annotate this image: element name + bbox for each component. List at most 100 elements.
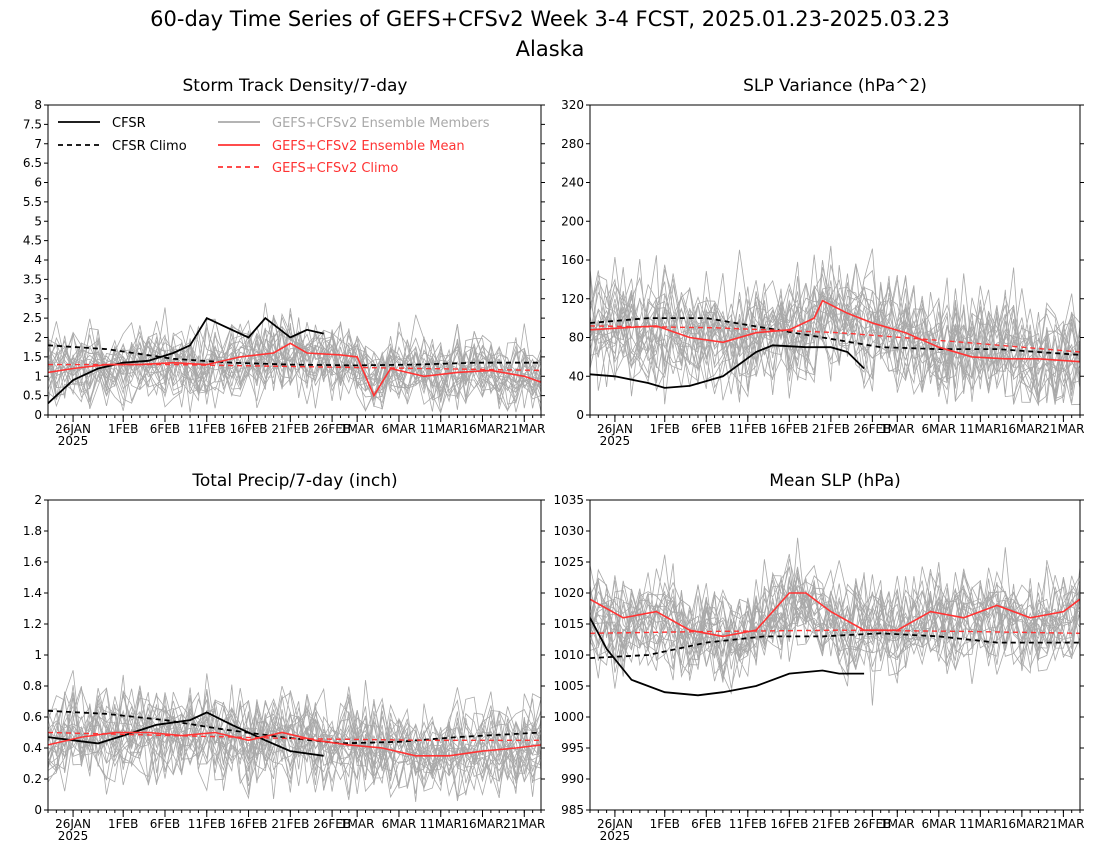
y-tick-label: 0 bbox=[34, 803, 42, 817]
x-tick-label: 1FEB bbox=[650, 817, 680, 831]
y-tick-label: 6.5 bbox=[23, 156, 42, 170]
x-tick-label: 16FEB bbox=[230, 817, 268, 831]
x-tick-label: 1FEB bbox=[650, 422, 680, 436]
x-tick-label: 16FEB bbox=[770, 817, 808, 831]
x-tick-label: 26FEB bbox=[853, 422, 891, 436]
x-tick-label: 11MAR bbox=[959, 422, 1001, 436]
y-tick-label: 8 bbox=[34, 98, 42, 112]
x-tick-label: 6FEB bbox=[691, 817, 721, 831]
x-tick-label: 16MAR bbox=[461, 817, 503, 831]
cfsr-line bbox=[48, 316, 324, 405]
x-tick-label: 11FEB bbox=[729, 817, 767, 831]
y-tick-label: 1000 bbox=[553, 710, 584, 724]
y-tick-label: 4 bbox=[34, 253, 42, 267]
y-tick-label: 1 bbox=[34, 369, 42, 383]
x-tick-label: 16MAR bbox=[461, 422, 503, 436]
ensemble-mean-line bbox=[590, 592, 1080, 638]
x-tick-label: 21FEB bbox=[812, 422, 850, 436]
x-tick-label: 6FEB bbox=[150, 422, 180, 436]
ensemble-member-line bbox=[48, 314, 541, 412]
y-tick-label: 2 bbox=[34, 331, 42, 345]
ensemble-climo-line bbox=[590, 325, 1080, 353]
y-tick-label: 1005 bbox=[553, 679, 584, 693]
legend-label-ens-climo: GEFS+CFSv2 Climo bbox=[272, 161, 398, 176]
y-tick-label: 7.5 bbox=[23, 117, 42, 131]
panel-title: SLP Variance (hPa^2) bbox=[743, 76, 927, 96]
plot-frame bbox=[589, 104, 1081, 416]
x-tick-label: 26JAN bbox=[597, 422, 633, 436]
y-tick-label: 1.5 bbox=[23, 350, 42, 364]
cfsr-line bbox=[590, 617, 865, 697]
y-tick-label: 3 bbox=[34, 292, 42, 306]
x-tick-label: 1MAR bbox=[880, 422, 915, 436]
chart-panel-1: Storm Track Density/7-day 0 0.5 1 1.5 2 2.5 3 3.… bbox=[23, 76, 545, 448]
x-tick-label: 21FEB bbox=[271, 422, 309, 436]
x-tick-label: 1FEB bbox=[108, 817, 138, 831]
x-tick-label: 1FEB bbox=[108, 422, 138, 436]
ensemble-member-line bbox=[590, 568, 1080, 669]
ensemble-member-line bbox=[590, 578, 1080, 672]
ensemble-member-line bbox=[590, 267, 1080, 402]
y-tick-label: 5.5 bbox=[23, 195, 42, 209]
x-tick-label: 11MAR bbox=[420, 817, 462, 831]
legend: CFSR CFSR Climo GEFS+CFSv2 Ensemble Member… bbox=[58, 116, 490, 176]
y-tick-label: 1025 bbox=[553, 555, 584, 569]
ensemble-member-line bbox=[48, 317, 541, 405]
x-tick-label: 26FEB bbox=[313, 817, 351, 831]
x-tick-label: 21MAR bbox=[503, 817, 545, 831]
y-tick-label: 280 bbox=[561, 137, 584, 151]
y-tick-label: 985 bbox=[561, 803, 584, 817]
x-tick-label: 21MAR bbox=[1042, 817, 1084, 831]
ensemble-member-line bbox=[48, 685, 541, 791]
y-tick-label: 320 bbox=[561, 98, 584, 112]
ensemble-member-line bbox=[590, 273, 1080, 403]
x-tick-label: 1MAR bbox=[340, 422, 375, 436]
y-tick-label: 0.5 bbox=[23, 389, 42, 403]
y-tick-label: 2 bbox=[34, 493, 42, 507]
y-tick-label: 40 bbox=[569, 369, 584, 383]
y-tick-label: 4.5 bbox=[23, 234, 42, 248]
y-tick-label: 80 bbox=[569, 331, 584, 345]
y-tick-label: 1.4 bbox=[23, 586, 42, 600]
x-tick-label: 26FEB bbox=[853, 817, 891, 831]
y-tick-label: 0 bbox=[34, 408, 42, 422]
y-tick-label: 200 bbox=[561, 214, 584, 228]
x-tick-label: 26JAN bbox=[55, 817, 91, 831]
x-tick-label: 21MAR bbox=[503, 422, 545, 436]
y-tick-label: 120 bbox=[561, 292, 584, 306]
x-tick-label: 6FEB bbox=[691, 422, 721, 436]
cfsr-climo-line bbox=[590, 317, 1080, 356]
ensemble-member-line bbox=[590, 273, 1080, 397]
x-year-label: 2025 bbox=[58, 434, 89, 448]
plot-area bbox=[48, 670, 541, 802]
plot-frame bbox=[589, 499, 1081, 811]
y-tick-label: 0.4 bbox=[23, 741, 42, 755]
x-tick-label: 11MAR bbox=[420, 422, 462, 436]
ensemble-mean-line bbox=[590, 299, 1080, 363]
y-tick-label: 990 bbox=[561, 772, 584, 786]
y-tick-label: 995 bbox=[561, 741, 584, 755]
ensemble-member-line bbox=[590, 248, 1080, 405]
x-tick-label: 6MAR bbox=[382, 817, 417, 831]
ensemble-member-line bbox=[48, 694, 541, 794]
ensemble-member-line bbox=[590, 265, 1080, 399]
x-tick-label: 21FEB bbox=[812, 817, 850, 831]
y-tick-label: 1015 bbox=[553, 617, 584, 631]
x-tick-label: 6MAR bbox=[922, 422, 957, 436]
chart-panel-2: SLP Variance (hPa^2) 0 40 80 120 160 200 240 280… bbox=[561, 76, 1084, 448]
x-year-label: 2025 bbox=[600, 434, 631, 448]
x-tick-label: 16FEB bbox=[770, 422, 808, 436]
x-year-label: 2025 bbox=[600, 829, 631, 843]
ensemble-member-line bbox=[590, 259, 1080, 392]
ensemble-member-line bbox=[48, 691, 541, 797]
x-tick-label: 21MAR bbox=[1042, 422, 1084, 436]
y-tick-label: 2.5 bbox=[23, 311, 42, 325]
x-tick-label: 6MAR bbox=[922, 817, 957, 831]
y-tick-label: 0.8 bbox=[23, 679, 42, 693]
legend-label-ens-mean: GEFS+CFSv2 Ensemble Mean bbox=[272, 139, 465, 154]
ensemble-climo-line bbox=[48, 363, 541, 372]
legend-label-cfsr: CFSR bbox=[112, 116, 146, 131]
panel-title: Storm Track Density/7-day bbox=[183, 76, 408, 96]
y-tick-label: 1020 bbox=[553, 586, 584, 600]
x-tick-label: 1MAR bbox=[880, 817, 915, 831]
